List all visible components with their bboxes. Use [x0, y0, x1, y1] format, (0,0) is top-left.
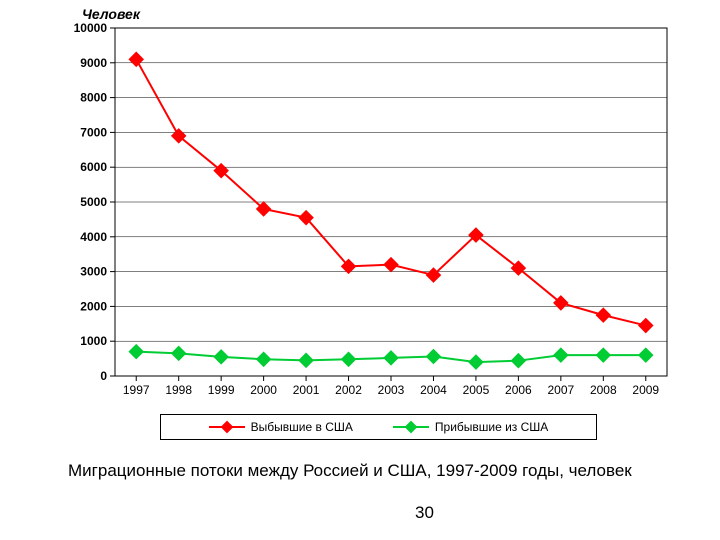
svg-text:7000: 7000	[80, 125, 107, 139]
marker-series0-11	[596, 308, 610, 322]
marker-series1-1	[172, 346, 186, 360]
chart-caption: Миграционные потоки между Россией и США,…	[68, 460, 658, 481]
marker-series1-8	[469, 355, 483, 369]
svg-text:6000: 6000	[80, 160, 107, 174]
legend-item-0: Выбывшие в США	[209, 420, 353, 434]
page: { "chart": { "type": "line", "y_axis_tit…	[0, 0, 720, 540]
svg-text:5000: 5000	[80, 195, 107, 209]
svg-text:2009: 2009	[632, 383, 659, 397]
legend-label-1: Прибывшие из США	[435, 420, 548, 434]
marker-series1-12	[639, 348, 653, 362]
svg-text:2004: 2004	[420, 383, 447, 397]
svg-text:10000: 10000	[74, 21, 108, 35]
marker-series1-4	[299, 353, 313, 367]
legend-swatch-0	[209, 420, 245, 434]
svg-text:2002: 2002	[335, 383, 362, 397]
legend-label-0: Выбывшие в США	[251, 420, 353, 434]
svg-text:1000: 1000	[80, 334, 107, 348]
legend-swatch-1	[393, 420, 429, 434]
svg-text:8000: 8000	[80, 91, 107, 105]
marker-series1-6	[384, 351, 398, 365]
marker-series0-0	[129, 52, 143, 66]
page-number: 30	[415, 503, 434, 523]
svg-text:1999: 1999	[208, 383, 235, 397]
marker-series1-7	[426, 349, 440, 363]
legend-item-1: Прибывшие из США	[393, 420, 548, 434]
marker-series1-0	[129, 345, 143, 359]
svg-text:3000: 3000	[80, 265, 107, 279]
svg-text:9000: 9000	[80, 56, 107, 70]
svg-text:2006: 2006	[505, 383, 532, 397]
svg-text:2008: 2008	[590, 383, 617, 397]
marker-series1-3	[257, 352, 271, 366]
svg-text:2001: 2001	[293, 383, 320, 397]
line-chart: 0 1000 2000 3000 4000 5000 6000 7000 8000 9000 100…	[60, 10, 680, 410]
marker-series1-9	[511, 354, 525, 368]
svg-text:2000: 2000	[80, 299, 107, 313]
marker-series1-10	[554, 348, 568, 362]
svg-text:0: 0	[100, 369, 107, 383]
svg-text:1997: 1997	[123, 383, 150, 397]
marker-series1-11	[596, 348, 610, 362]
marker-series1-2	[214, 350, 228, 364]
svg-text:4000: 4000	[80, 230, 107, 244]
legend: Выбывшие в США Прибывшие из США	[160, 414, 597, 440]
marker-series0-6	[384, 258, 398, 272]
marker-series1-5	[341, 352, 355, 366]
svg-text:2007: 2007	[547, 383, 574, 397]
marker-series0-12	[639, 318, 653, 332]
svg-text:2003: 2003	[378, 383, 405, 397]
svg-text:1998: 1998	[165, 383, 192, 397]
svg-text:2000: 2000	[250, 383, 277, 397]
svg-text:2005: 2005	[463, 383, 490, 397]
